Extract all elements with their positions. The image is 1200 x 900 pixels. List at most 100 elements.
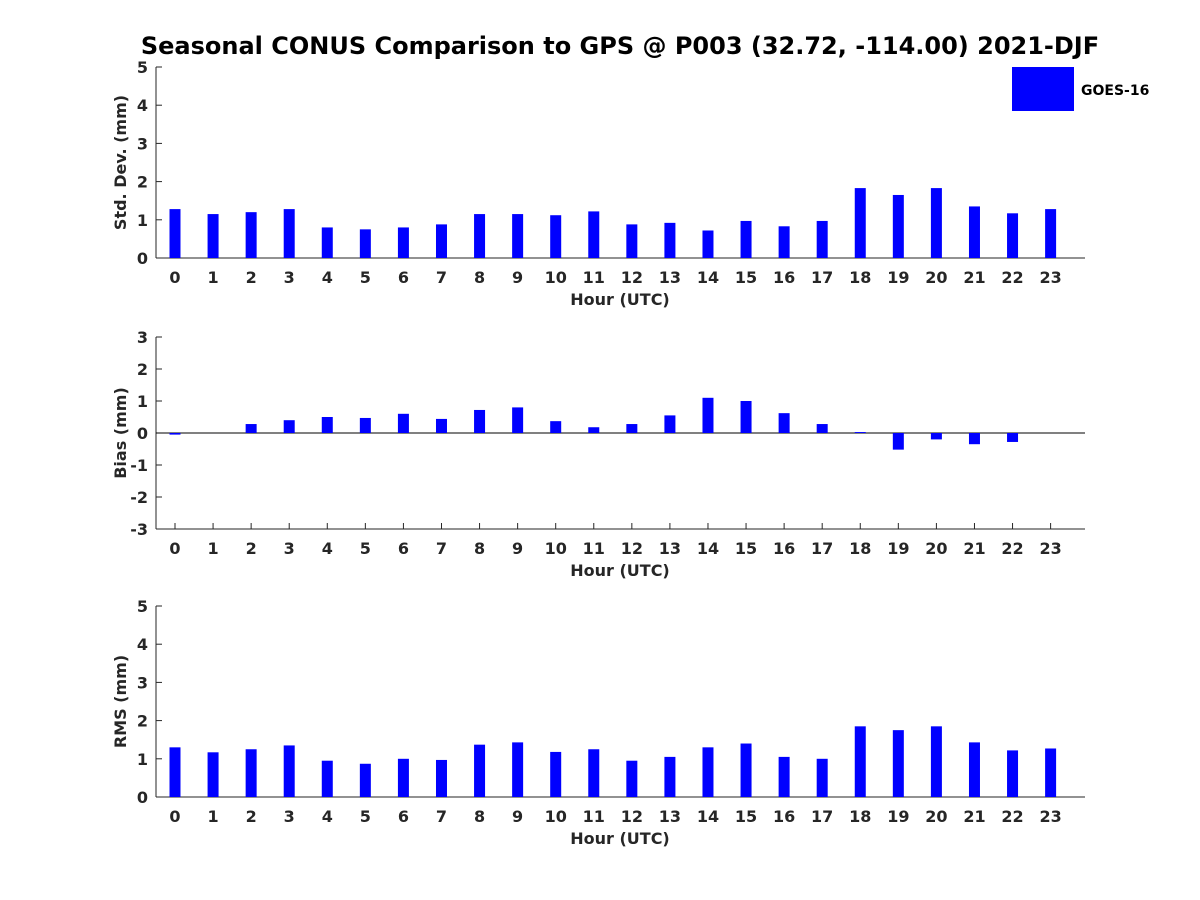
std-dev-y-tick-label: 3	[137, 134, 148, 153]
rms-bar-hour-8	[474, 744, 486, 797]
bias-bar-hour-9	[512, 407, 524, 433]
std-dev-x-tick-label: 16	[773, 268, 795, 287]
std-dev-x-tick-label: 0	[169, 268, 180, 287]
std-dev-bar-hour-13	[664, 222, 676, 258]
std-dev-x-tick-label: 5	[360, 268, 371, 287]
rms-y-axis-label: RMS (mm)	[111, 655, 130, 748]
rms-bar-hour-14	[702, 747, 714, 797]
rms-bar-hour-2	[245, 749, 257, 797]
bias-x-tick-label: 1	[207, 539, 218, 558]
std-dev-x-tick-label: 19	[887, 268, 909, 287]
rms-bar-hour-7	[435, 759, 447, 797]
bias-x-tick-label: 14	[697, 539, 719, 558]
rms-bar-hour-21	[968, 742, 980, 797]
rms-bar-hour-5	[359, 763, 371, 797]
bias-bar-hour-15	[740, 401, 752, 433]
bias-bar-hour-20	[930, 433, 942, 440]
rms-x-tick-label: 5	[360, 807, 371, 826]
bias-y-tick-label: -3	[130, 520, 148, 539]
std-dev-bar-hour-4	[321, 227, 333, 258]
rms-x-tick-label: 11	[583, 807, 605, 826]
bias-bar-hour-11	[588, 427, 600, 433]
rms-x-tick-label: 21	[963, 807, 985, 826]
legend-swatch	[1012, 67, 1074, 111]
bias-x-tick-label: 10	[545, 539, 567, 558]
std-dev-bar-hour-21	[968, 206, 980, 258]
std-dev-bar-hour-3	[283, 209, 295, 258]
rms-x-tick-label: 7	[436, 807, 447, 826]
bias-x-tick-label: 23	[1039, 539, 1061, 558]
std-dev-x-tick-label: 23	[1039, 268, 1061, 287]
bias-x-tick-label: 22	[1001, 539, 1023, 558]
bias-x-tick-label: 12	[621, 539, 643, 558]
bias-x-tick-label: 8	[474, 539, 485, 558]
rms-x-axis-label: Hour (UTC)	[570, 829, 670, 848]
rms-x-tick-label: 19	[887, 807, 909, 826]
rms-bar-hour-11	[588, 749, 600, 797]
std-dev-x-tick-label: 15	[735, 268, 757, 287]
std-dev-bar-hour-14	[702, 230, 714, 258]
std-dev-bar-hour-22	[1007, 213, 1019, 258]
std-dev-x-tick-label: 6	[398, 268, 409, 287]
std-dev-bar-hour-10	[550, 215, 562, 258]
rms-bar-hour-22	[1007, 750, 1019, 797]
bias-x-tick-label: 13	[659, 539, 681, 558]
std-dev-x-tick-label: 21	[963, 268, 985, 287]
rms-bar-hour-6	[397, 758, 409, 797]
std-dev-y-tick-label: 2	[137, 173, 148, 192]
std-dev-y-tick-label: 4	[137, 96, 148, 115]
rms-x-tick-label: 20	[925, 807, 947, 826]
std-dev-bar-hour-8	[474, 214, 486, 258]
std-dev-x-tick-label: 8	[474, 268, 485, 287]
std-dev-x-tick-label: 1	[207, 268, 218, 287]
bias-x-tick-label: 9	[512, 539, 523, 558]
std-dev-bar-hour-9	[512, 214, 524, 258]
std-dev-bar-hour-6	[397, 227, 409, 258]
legend-label-goes-16: GOES-16	[1081, 83, 1149, 99]
bias-x-tick-label: 15	[735, 539, 757, 558]
std-dev-x-tick-label: 7	[436, 268, 447, 287]
std-dev-x-tick-label: 13	[659, 268, 681, 287]
rms-bar-hour-17	[816, 758, 828, 797]
rms-bar-hour-9	[512, 742, 524, 797]
rms-x-tick-label: 3	[284, 807, 295, 826]
rms-x-tick-label: 18	[849, 807, 871, 826]
rms-y-tick-label: 5	[137, 597, 148, 616]
rms-x-tick-label: 8	[474, 807, 485, 826]
rms-bar-hour-12	[626, 760, 638, 797]
rms-bar-hour-20	[930, 726, 942, 797]
std-dev-x-tick-label: 12	[621, 268, 643, 287]
bias-bar-hour-7	[435, 418, 447, 433]
std-dev-bar-hour-23	[1045, 209, 1057, 258]
bias-y-tick-label: 2	[137, 360, 148, 379]
bias-bar-hour-3	[283, 420, 295, 433]
rms-bar-hour-15	[740, 743, 752, 797]
std-dev-x-tick-label: 4	[322, 268, 333, 287]
rms-bar-hour-1	[207, 752, 219, 797]
rms-y-tick-label: 0	[137, 788, 148, 807]
std-dev-x-tick-label: 2	[246, 268, 257, 287]
std-dev-x-tick-label: 14	[697, 268, 719, 287]
rms-x-tick-label: 13	[659, 807, 681, 826]
bias-x-tick-label: 21	[963, 539, 985, 558]
bias-bar-hour-10	[550, 421, 562, 433]
bias-x-tick-label: 5	[360, 539, 371, 558]
rms-x-tick-label: 12	[621, 807, 643, 826]
rms-bar-hour-10	[550, 751, 562, 797]
std-dev-bar-hour-19	[892, 194, 904, 258]
bias-x-axis-label: Hour (UTC)	[570, 561, 670, 580]
bias-y-tick-label: 1	[137, 392, 148, 411]
std-dev-y-tick-label: 5	[137, 58, 148, 77]
rms-x-tick-label: 22	[1001, 807, 1023, 826]
rms-x-tick-label: 6	[398, 807, 409, 826]
rms-bar-hour-4	[321, 760, 333, 797]
bias-bar-hour-0	[169, 433, 181, 435]
rms-x-tick-label: 9	[512, 807, 523, 826]
bias-bar-hour-18	[854, 432, 866, 433]
bias-x-tick-label: 20	[925, 539, 947, 558]
rms-x-tick-label: 14	[697, 807, 719, 826]
rms-x-tick-label: 15	[735, 807, 757, 826]
